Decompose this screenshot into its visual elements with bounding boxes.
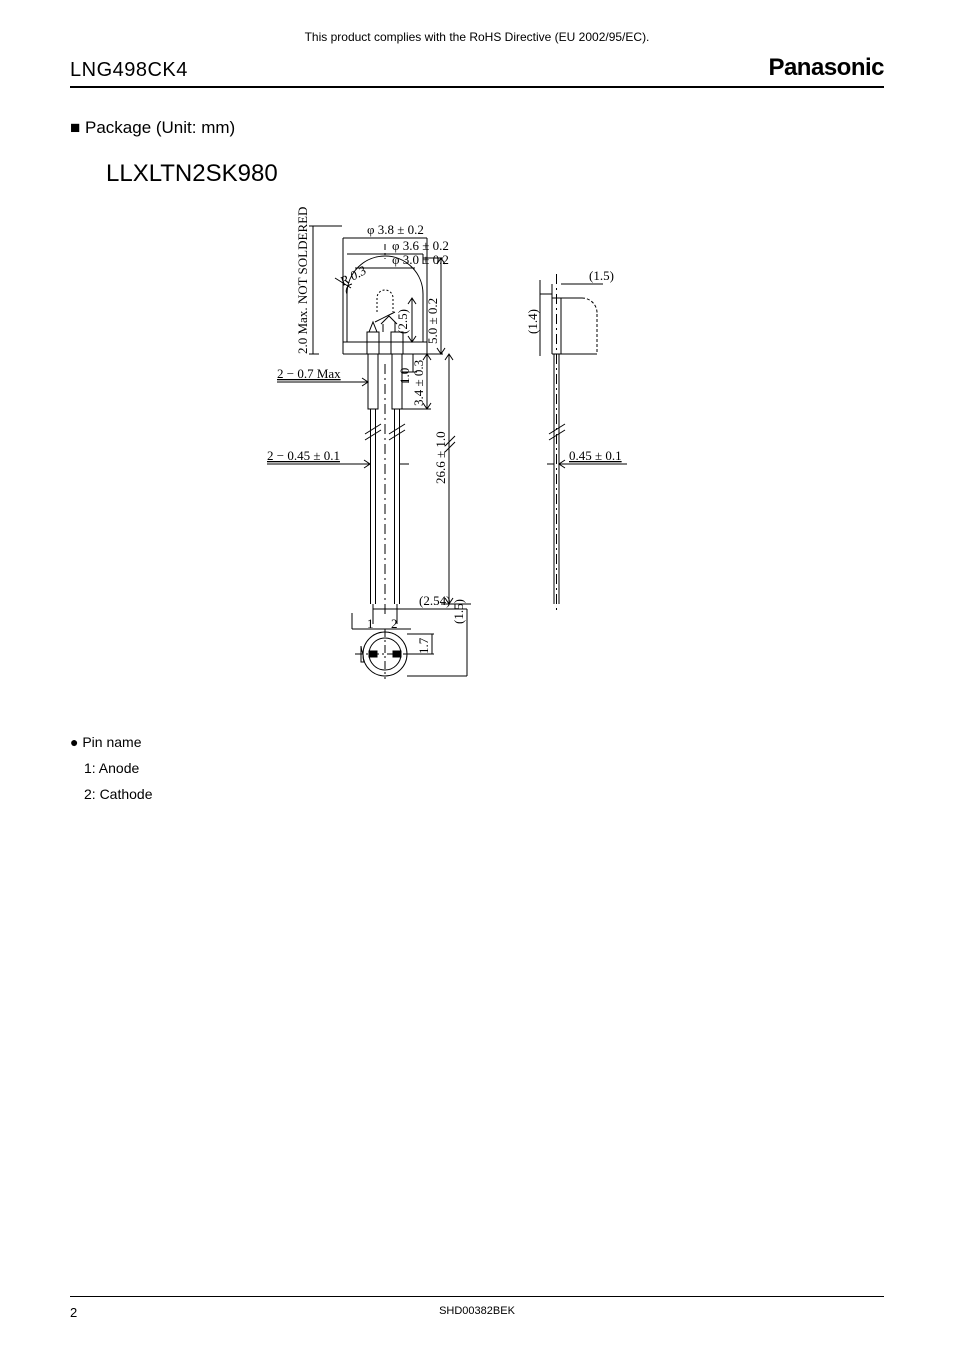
doc-id: SHD00382BEK: [439, 1305, 515, 1317]
side-045: 0.45 ± 0.1: [569, 448, 622, 463]
vertical-solder-label: 2.0 Max. NOT SOLDERED: [295, 207, 310, 354]
pin-1: 1: Anode: [84, 760, 884, 776]
compliance-note: This product complies with the RoHS Dire…: [0, 0, 954, 44]
pin-2: 2: Cathode: [84, 786, 884, 802]
dim-r: R 0.3: [336, 262, 369, 289]
pin-heading: ● Pin name: [70, 734, 884, 750]
side-1-4: (1.4): [525, 309, 540, 334]
dim-d2: φ 3.6 ± 0.2: [392, 238, 449, 253]
pin-section: ● Pin name 1: Anode 2: Cathode: [70, 734, 884, 802]
dim-d1: φ 3.8 ± 0.2: [367, 222, 424, 237]
dim-pitch: (2.54): [419, 593, 450, 608]
dim-045: 2 − 0.45 ± 0.1: [267, 448, 340, 463]
package-heading: ■ Package (Unit: mm): [70, 118, 884, 138]
dim-1-7: 1.7: [416, 637, 431, 654]
dim-07max: 2 − 0.7 Max: [277, 366, 341, 381]
part-number: LNG498CK4: [70, 59, 188, 82]
footer: 2 SHD00382BEK: [70, 1296, 884, 1320]
model-name: LLXLTN2SK980: [106, 160, 884, 188]
brand-logo: Panasonic: [768, 54, 884, 82]
page-number: 2: [70, 1305, 77, 1320]
dim-26-6: 26.6 ± 1.0: [433, 431, 448, 484]
content: ■ Package (Unit: mm) LLXLTN2SK980: [0, 88, 954, 802]
side-1-5: (1.5): [589, 268, 614, 283]
header: LNG498CK4 Panasonic: [70, 54, 884, 88]
dim-bottom-1-5: (1.5): [451, 599, 466, 624]
dim-2-5: (2.5): [395, 309, 410, 334]
package-diagram: φ 3.8 ± 0.2 φ 3.6 ± 0.2 φ 3.0 ± 0.2 R 0.…: [227, 204, 727, 694]
dim-3-4: 3.4 ± 0.3: [411, 360, 426, 406]
dim-5-0: 5.0 ± 0.2: [425, 298, 440, 344]
